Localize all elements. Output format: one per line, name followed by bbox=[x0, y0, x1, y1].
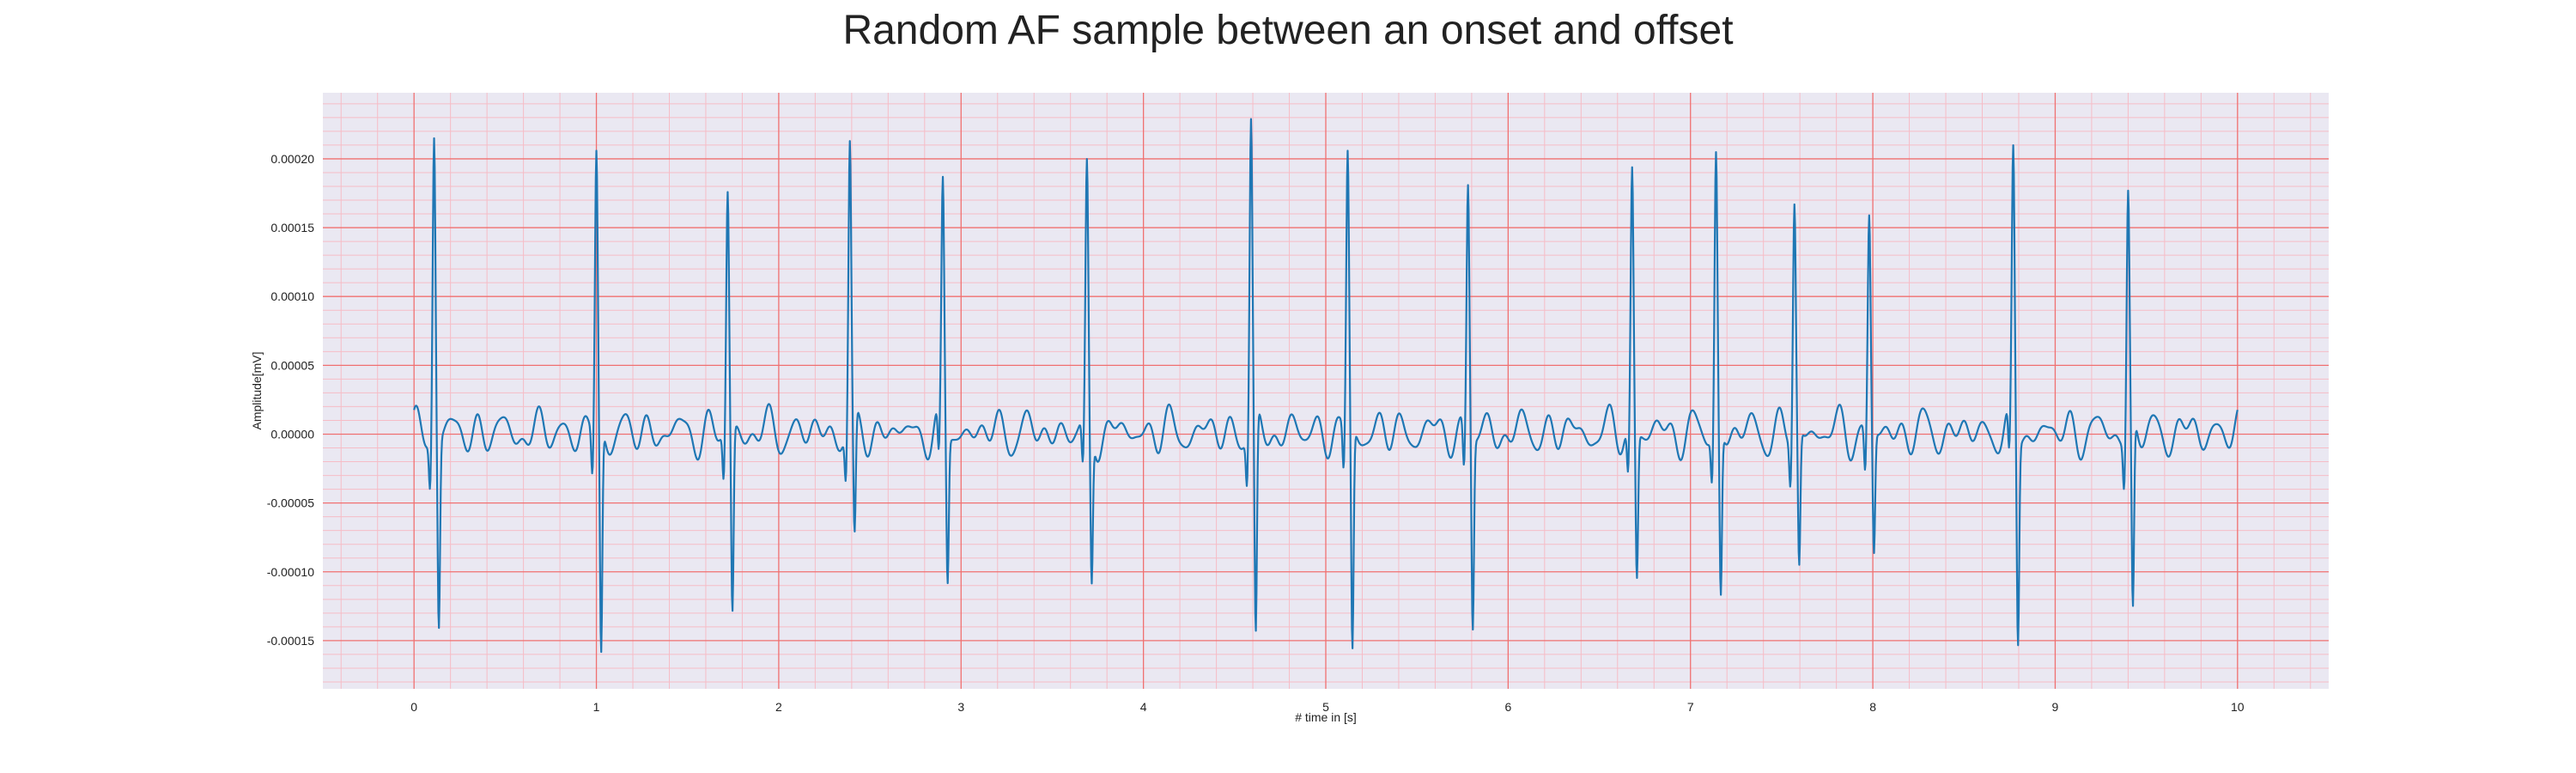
x-tick-label: 9 bbox=[2052, 700, 2059, 714]
x-tick-label: 2 bbox=[775, 700, 782, 714]
x-tick-label: 4 bbox=[1140, 700, 1147, 714]
y-tick-label: 0.00010 bbox=[270, 289, 314, 303]
y-axis-label: Amplitude[mV] bbox=[250, 351, 264, 429]
y-tick-label: 0.00005 bbox=[270, 358, 314, 372]
x-tick-label: 6 bbox=[1504, 700, 1511, 714]
x-tick-label: 8 bbox=[1869, 700, 1876, 714]
x-tick-label: 0 bbox=[410, 700, 417, 714]
x-tick-label: 10 bbox=[2231, 700, 2245, 714]
y-tick-label: 0.00000 bbox=[270, 427, 314, 441]
major-grid bbox=[323, 93, 2329, 689]
y-axis-ticks: -0.00015 -0.00010 -0.00005 0.00000 0.00005 0.… bbox=[267, 152, 314, 648]
x-tick-label: 7 bbox=[1687, 700, 1694, 714]
y-tick-label: -0.00010 bbox=[267, 565, 314, 579]
x-tick-label: 3 bbox=[957, 700, 964, 714]
x-axis-label: # time in [s] bbox=[1295, 710, 1357, 724]
y-tick-label: -0.00015 bbox=[267, 634, 314, 648]
y-tick-label: -0.00005 bbox=[267, 496, 314, 510]
y-tick-label: 0.00020 bbox=[270, 152, 314, 166]
x-tick-label: 5 bbox=[1322, 700, 1329, 714]
chart-title: Random AF sample between an onset and of… bbox=[842, 8, 1734, 53]
x-tick-label: 1 bbox=[593, 700, 600, 714]
y-tick-label: 0.00015 bbox=[270, 221, 314, 234]
x-axis-ticks: 0 1 2 3 4 5 6 7 8 9 10 bbox=[410, 700, 2245, 714]
ecg-series-line bbox=[413, 118, 2239, 654]
